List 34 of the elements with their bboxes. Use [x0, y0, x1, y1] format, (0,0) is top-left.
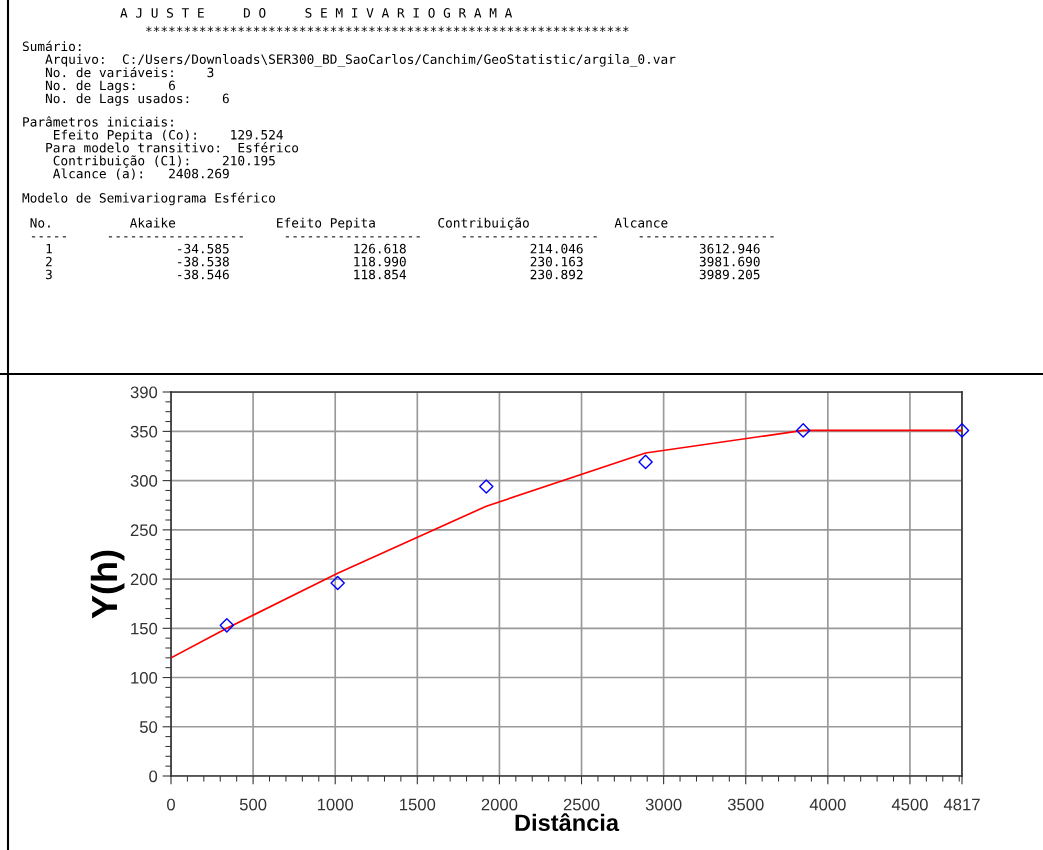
y-tick-label: 300 — [130, 475, 158, 487]
x-tick-label: 0 — [167, 798, 175, 811]
y-tick-label: 250 — [130, 524, 158, 537]
x-tick-label: 1500 — [400, 798, 436, 811]
y-tick-label: 0 — [149, 770, 158, 783]
x-tick-label: 1000 — [317, 798, 354, 811]
text: No. Akaike Efeito Pepita Contribuição Alcance ----- ------------------ ------------------ ------------------ ------------------ 1 -34.585 126.618 214.046 3612.946 2 -38.538 118.990 230.163 3981.690 3 -38.546 118.854 230.892 3989.205 — [30, 217, 774, 280]
y-tick-label: 390 — [130, 386, 158, 399]
text: *************************************************************** — [146, 26, 629, 33]
y-axis-title: Y(h) — [90, 550, 125, 619]
text: Sumário: Arquivo: C:/Users/Downloads\SER300_BD_SaoCarlos/Canchim/GeoStatistic/argila_0.var No. de variáveis: 3 No. de Lags: 6 No. de Lags usados: 6 — [22, 40, 676, 106]
x-tick-label: 3000 — [645, 798, 682, 811]
point — [479, 479, 494, 494]
x-tick-label: 2000 — [481, 798, 518, 811]
chart-title: A J U S T E D O S E M I V A R I O G R A M A — [120, 8, 513, 18]
point — [330, 575, 345, 591]
y-tick-label: 200 — [130, 573, 158, 586]
y-tick-label: 50 — [139, 721, 158, 733]
x-tick-label: 500 — [239, 798, 267, 811]
x-tick-label: 4817 — [943, 798, 980, 811]
y-tick-label: 100 — [131, 671, 158, 684]
point — [795, 423, 811, 438]
x-axis-title: Distância — [515, 813, 620, 832]
x-tick-label: 4000 — [809, 798, 846, 811]
x-tick-label: 4500 — [891, 798, 928, 811]
point — [219, 618, 235, 633]
text: Parâmetros iniciais: Efeito Pepita (Co): 129.524 Para modelo transitivo: Esférico Contribuição (C1): 210.195 Alcance (a): 2408.269 — [23, 116, 299, 180]
x-tick-label: 2500 — [563, 798, 600, 811]
y-tick-label: 150 — [131, 622, 158, 635]
x-tick-label: 3500 — [727, 798, 764, 811]
text: Modelo de Semivariograma Esférico — [22, 192, 276, 206]
point — [638, 454, 653, 470]
y-tick-label: 350 — [130, 425, 158, 438]
point — [954, 423, 970, 438]
